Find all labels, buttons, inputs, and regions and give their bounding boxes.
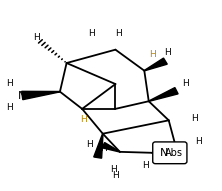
- Text: H: H: [7, 103, 13, 112]
- Polygon shape: [94, 134, 103, 158]
- Text: H: H: [80, 115, 87, 124]
- Polygon shape: [22, 91, 60, 100]
- Text: H: H: [182, 79, 189, 88]
- Text: H: H: [195, 137, 202, 146]
- Text: H: H: [7, 79, 13, 88]
- Text: H: H: [33, 33, 40, 42]
- Text: N: N: [18, 91, 26, 100]
- Polygon shape: [144, 58, 167, 71]
- FancyBboxPatch shape: [153, 142, 187, 164]
- Text: H: H: [115, 29, 122, 38]
- Text: H: H: [142, 161, 149, 170]
- Text: H: H: [87, 140, 93, 149]
- Polygon shape: [149, 88, 178, 101]
- Text: H: H: [191, 114, 198, 123]
- Text: H: H: [112, 171, 119, 180]
- Text: N: N: [160, 148, 168, 158]
- Text: H: H: [100, 143, 107, 153]
- Polygon shape: [102, 142, 120, 152]
- Text: H: H: [110, 164, 117, 174]
- Text: H: H: [88, 29, 94, 38]
- Text: H: H: [149, 50, 155, 59]
- Text: H: H: [164, 48, 171, 57]
- Text: Abs: Abs: [165, 148, 183, 158]
